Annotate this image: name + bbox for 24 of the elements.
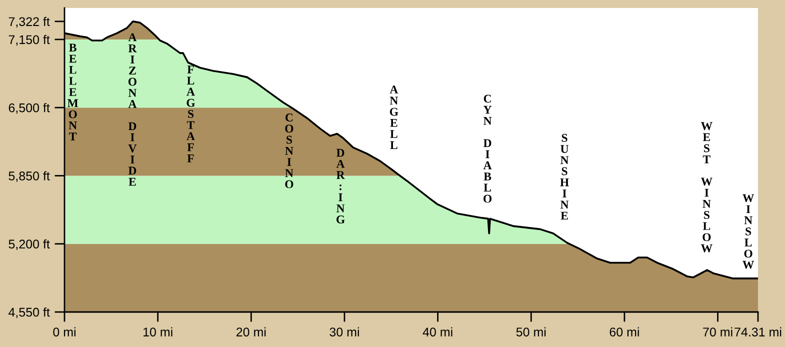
x-tick-label: 10 mi xyxy=(143,327,172,336)
x-tick-label: 40 mi xyxy=(422,327,452,336)
text: WEST WINSLOW xyxy=(700,122,712,252)
y-tick-label: 7,150 ft xyxy=(8,34,50,46)
text: CYN DIABLO xyxy=(483,94,492,203)
annotation: COSNINO xyxy=(285,114,294,188)
x-tick-label: 0 mi xyxy=(53,327,76,336)
x-tick-label: 50 mi xyxy=(516,327,546,336)
text: BELLEMONT xyxy=(67,44,78,140)
annotation: ANGELL xyxy=(390,86,398,149)
x-tick-label: 30 mi xyxy=(330,327,359,336)
annotation: WINSLOW xyxy=(742,194,754,269)
x-tick-label: 70 mi xyxy=(703,327,732,336)
y-tick-label: 6,500 ft xyxy=(8,103,50,114)
text: FLAGSTAFF xyxy=(186,66,195,162)
y-tick-label: 7,322 ft xyxy=(8,16,50,28)
text: ARIZONA DIVIDE xyxy=(128,33,137,186)
y-tick-label: 4,550 ft xyxy=(8,307,50,318)
y-tick-label: 5,200 ft xyxy=(8,239,50,250)
x-tick-label: 20 mi xyxy=(236,327,266,336)
x-tick-label: 60 mi xyxy=(610,327,639,336)
annotation: SUNSHINE xyxy=(560,134,569,220)
y-tick-label: 5,850 ft xyxy=(8,171,50,182)
x-tick-label: 74.31 mi xyxy=(734,327,782,336)
